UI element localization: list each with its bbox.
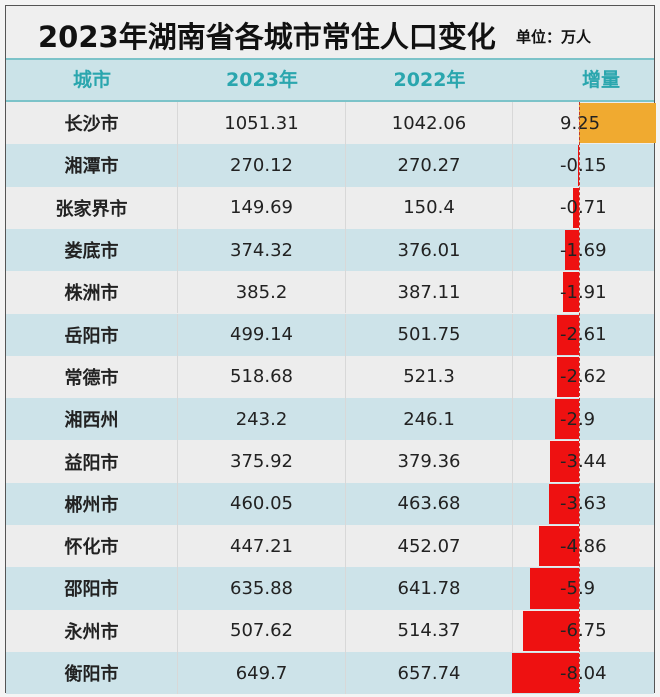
table-row: 岳阳市 499.14 501.75 -2.61 <box>6 313 654 356</box>
negative-data-bar <box>564 229 579 271</box>
page-title: 2023年湖南省各城市常住人口变化 <box>38 20 496 54</box>
value-2023-cell: 507.62 <box>178 609 346 652</box>
city-cell: 衡阳市 <box>6 651 178 695</box>
table-row: 衡阳市 649.7 657.74 -8.04 <box>6 651 654 695</box>
value-2023-cell: 518.68 <box>178 355 346 399</box>
city-cell: 岳阳市 <box>6 313 178 356</box>
header-2022: 2022年 <box>393 69 466 91</box>
change-value: -4.86 <box>560 535 607 557</box>
value-2022-cell: 270.27 <box>346 144 513 187</box>
table-row: 娄底市 374.32 376.01 -1.69 <box>6 228 654 272</box>
city-cell: 娄底市 <box>6 228 178 272</box>
value-2022-cell: 376.01 <box>346 228 513 272</box>
table-row: 株洲市 385.2 387.11 -1.91 <box>6 271 654 314</box>
value-2023-cell: 460.05 <box>178 482 346 525</box>
negative-data-bar <box>512 652 579 694</box>
value-2022-cell: 150.4 <box>346 186 513 229</box>
value-2022-cell: 452.07 <box>346 525 513 568</box>
table-row: 益阳市 375.92 379.36 -3.44 <box>6 440 654 483</box>
change-value: -0.15 <box>560 154 607 176</box>
negative-data-bar <box>577 145 579 186</box>
negative-data-bar <box>563 272 579 313</box>
unit-label: 单位：万人 <box>516 28 592 46</box>
change-value: -2.62 <box>560 366 607 388</box>
table-row: 张家界市 149.69 150.4 -0.71 <box>6 186 654 229</box>
value-2023-cell: 149.69 <box>178 186 346 229</box>
negative-data-bar <box>522 610 579 651</box>
negative-data-bar <box>557 314 579 355</box>
city-cell: 永州市 <box>6 609 178 652</box>
table-row: 长沙市 1051.31 1042.06 9.25 <box>6 102 656 145</box>
table-row: 湘潭市 270.12 270.27 -0.15 <box>6 144 654 187</box>
value-2023-cell: 649.7 <box>178 651 346 695</box>
city-cell: 张家界市 <box>6 186 178 229</box>
city-cell: 常德市 <box>6 355 178 399</box>
change-value: -8.04 <box>560 662 607 684</box>
table-row: 永州市 507.62 514.37 -6.75 <box>6 609 654 652</box>
city-cell: 湘西州 <box>6 398 178 441</box>
table-row: 郴州市 460.05 463.68 -3.63 <box>6 482 654 525</box>
change-value: -6.75 <box>560 620 607 642</box>
negative-data-bar <box>548 483 579 524</box>
city-cell: 怀化市 <box>6 525 178 568</box>
negative-data-bar <box>557 356 579 398</box>
change-value: -1.69 <box>560 239 607 261</box>
value-2023-cell: 447.21 <box>178 525 346 568</box>
change-value: -2.9 <box>560 408 596 430</box>
value-2022-cell: 246.1 <box>346 398 513 441</box>
negative-data-bar <box>538 526 579 567</box>
value-2022-cell: 379.36 <box>346 440 513 483</box>
table-row: 邵阳市 635.88 641.78 -5.9 <box>6 567 654 610</box>
table-frame: 2023年湖南省各城市常住人口变化 单位：万人 城市 2023年 2022年 增… <box>5 5 656 695</box>
table-header: 城市 2023年 2022年 增量 <box>6 60 654 102</box>
value-2023-cell: 499.14 <box>178 313 346 356</box>
table-row: 常德市 518.68 521.3 -2.62 <box>6 355 654 399</box>
value-2022-cell: 514.37 <box>346 609 513 652</box>
city-cell: 湘潭市 <box>6 144 178 187</box>
change-value: -0.71 <box>560 197 607 219</box>
change-value: -1.91 <box>560 281 607 303</box>
negative-data-bar <box>530 568 579 609</box>
value-2023-cell: 385.2 <box>178 271 346 314</box>
header-2023: 2023年 <box>226 69 298 91</box>
value-2022-cell: 463.68 <box>346 482 513 525</box>
value-2023-cell: 375.92 <box>178 440 346 483</box>
change-value: 9.25 <box>560 112 601 134</box>
table-row: 怀化市 447.21 452.07 -4.86 <box>6 525 654 568</box>
value-2022-cell: 1042.06 <box>346 102 513 145</box>
value-2022-cell: 641.78 <box>346 567 513 610</box>
city-cell: 郴州市 <box>6 482 178 525</box>
header-change: 增量 <box>581 69 620 91</box>
change-value: -5.9 <box>560 577 596 599</box>
value-2023-cell: 270.12 <box>178 144 346 187</box>
value-2023-cell: 243.2 <box>178 398 346 441</box>
change-value: -3.63 <box>560 493 607 515</box>
positive-data-bar <box>579 103 656 144</box>
data-bar-axis <box>579 102 580 692</box>
value-2022-cell: 521.3 <box>346 355 513 399</box>
negative-data-bar <box>550 441 579 482</box>
value-2022-cell: 501.75 <box>346 313 513 356</box>
value-2023-cell: 635.88 <box>178 567 346 610</box>
city-cell: 益阳市 <box>6 440 178 483</box>
negative-data-bar <box>554 399 579 440</box>
negative-data-bar <box>573 187 579 228</box>
header-city: 城市 <box>72 69 111 91</box>
value-2023-cell: 374.32 <box>178 228 346 272</box>
table-row: 湘西州 243.2 246.1 -2.9 <box>6 398 654 441</box>
change-value: -2.61 <box>560 324 607 346</box>
city-cell: 长沙市 <box>6 102 178 145</box>
city-cell: 株洲市 <box>6 271 178 314</box>
value-2023-cell: 1051.31 <box>178 102 346 145</box>
change-value: -3.44 <box>560 451 607 473</box>
value-2022-cell: 657.74 <box>346 651 513 695</box>
value-2022-cell: 387.11 <box>346 271 513 314</box>
title-row: 2023年湖南省各城市常住人口变化 单位：万人 <box>6 6 654 60</box>
city-cell: 邵阳市 <box>6 567 178 610</box>
